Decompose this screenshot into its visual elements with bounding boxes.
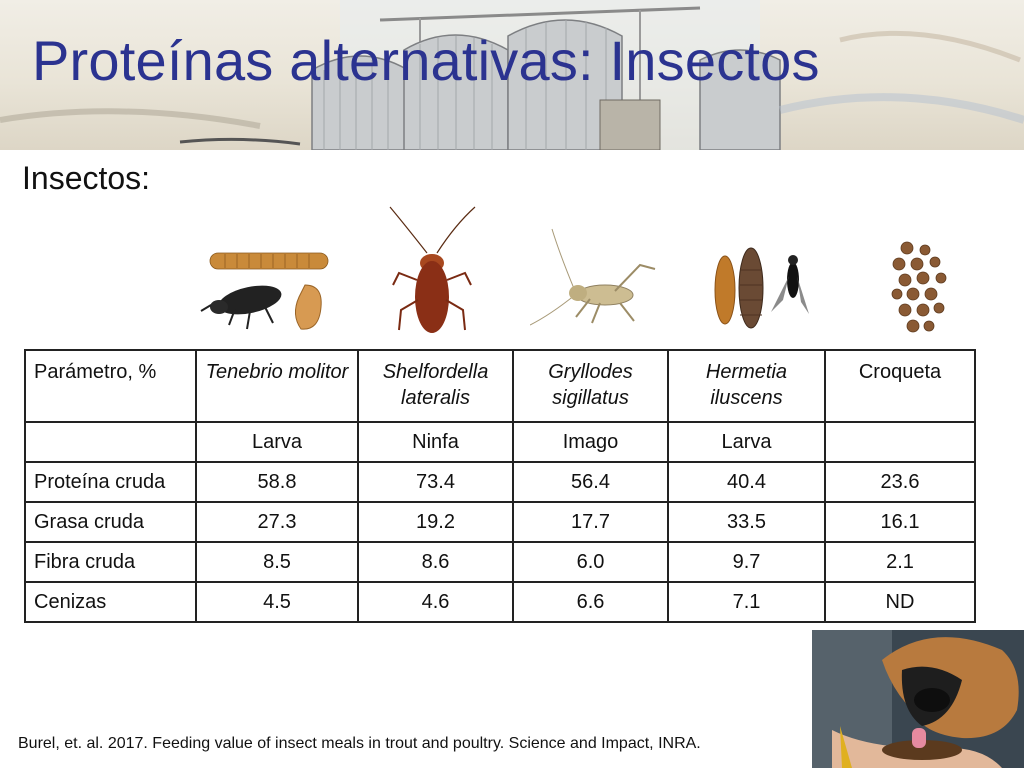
table-cell: 16.1 [824, 501, 976, 543]
stage-cell: Ninfa [357, 421, 514, 463]
table-cell: 7.1 [667, 581, 826, 623]
table-cell: 8.5 [195, 541, 359, 583]
dog-eating-photo [812, 630, 1024, 768]
table-cell [24, 421, 197, 463]
table-row: Cenizas 4.5 4.6 6.6 7.1 ND [24, 581, 976, 623]
row-label: Proteína cruda [24, 461, 197, 503]
mealworm-beetle-icon [200, 252, 329, 330]
header-parameter: Parámetro, % [24, 349, 197, 423]
table-cell: 8.6 [357, 541, 514, 583]
stage-cell: Imago [512, 421, 669, 463]
stage-row: Larva Ninfa Imago Larva [24, 421, 976, 463]
header-species: Croqueta [824, 349, 976, 423]
header-species: Gryllodes sigillatus [512, 349, 669, 423]
slide-title: Proteínas alternativas: Insectos [32, 29, 820, 92]
header-species: Shelfordella lateralis [357, 349, 514, 423]
cricket-icon [530, 228, 656, 326]
table-cell: 4.5 [195, 581, 359, 623]
table-cell: 73.4 [357, 461, 514, 503]
header-banner: Proteínas alternativas: Insectos [0, 0, 1024, 150]
table-header-row: Parámetro, % Tenebrio molitor Shelfordel… [24, 349, 976, 423]
table-cell: 19.2 [357, 501, 514, 543]
table-cell: 9.7 [667, 541, 826, 583]
header-species: Hermetia iluscens [667, 349, 826, 423]
cockroach-icon [389, 206, 476, 333]
table-row: Proteína cruda 58.8 73.4 56.4 40.4 23.6 [24, 461, 976, 503]
table-cell: 58.8 [195, 461, 359, 503]
table-cell: 40.4 [667, 461, 826, 503]
soldier-fly-icon [714, 247, 809, 329]
table-cell: 56.4 [512, 461, 669, 503]
table-row: Fibra cruda 8.5 8.6 6.0 9.7 2.1 [24, 541, 976, 583]
silo-sketch-icon [0, 0, 1024, 150]
section-heading: Insectos: [22, 160, 151, 196]
insect-images-row [0, 200, 1024, 350]
nutrition-table: Parámetro, % Tenebrio molitor Shelfordel… [24, 349, 976, 623]
kibble-icon [891, 241, 947, 333]
table-row: Grasa cruda 27.3 19.2 17.7 33.5 16.1 [24, 501, 976, 543]
table-cell: 6.0 [512, 541, 669, 583]
table-cell: 33.5 [667, 501, 826, 543]
header-species: Tenebrio molitor [195, 349, 359, 423]
table-cell: 23.6 [824, 461, 976, 503]
stage-cell [824, 421, 976, 463]
table-cell: 4.6 [357, 581, 514, 623]
stage-cell: Larva [667, 421, 826, 463]
table-cell: ND [824, 581, 976, 623]
row-label: Fibra cruda [24, 541, 197, 583]
stage-cell: Larva [195, 421, 359, 463]
citation-text: Burel, et. al. 2017. Feeding value of in… [18, 735, 701, 752]
table-cell: 2.1 [824, 541, 976, 583]
table-cell: 17.7 [512, 501, 669, 543]
table-cell: 6.6 [512, 581, 669, 623]
row-label: Cenizas [24, 581, 197, 623]
table-cell: 27.3 [195, 501, 359, 543]
dog-icon [812, 630, 1024, 768]
row-label: Grasa cruda [24, 501, 197, 543]
